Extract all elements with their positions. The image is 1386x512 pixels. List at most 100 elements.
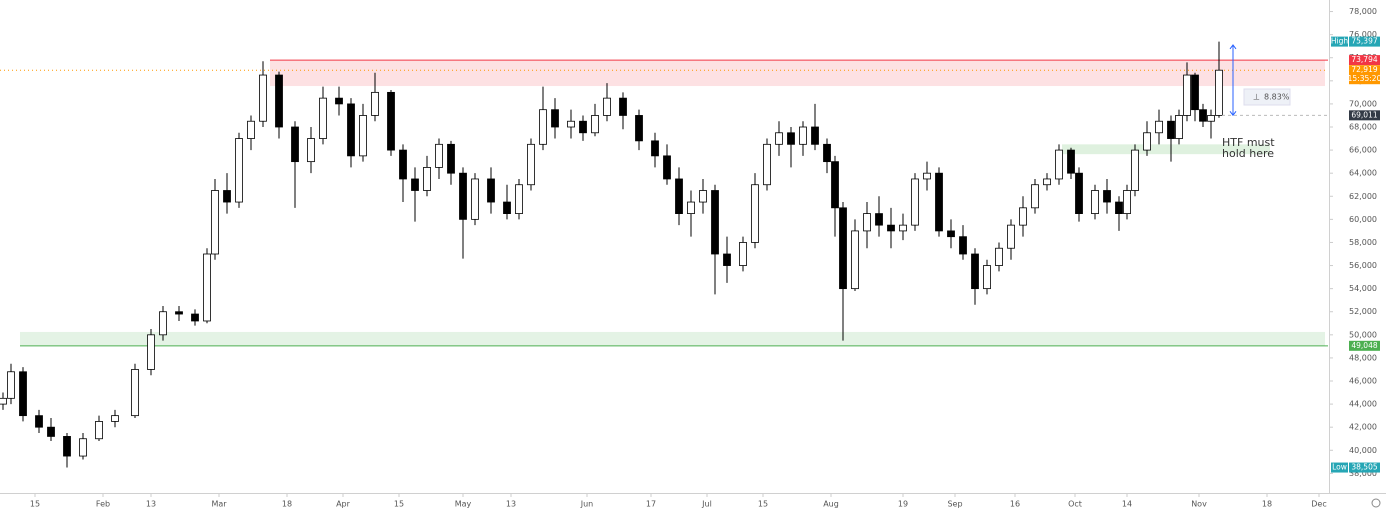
x-tick-label: Feb — [96, 500, 110, 509]
low-tag: Low — [1332, 463, 1347, 472]
candle-body — [763, 143, 771, 186]
candle-body — [751, 184, 759, 243]
candle-body — [811, 126, 819, 145]
low-tag-bg — [1331, 462, 1348, 473]
candle-body — [923, 172, 931, 180]
candle-body — [603, 97, 611, 116]
x-tick-label: 13 — [146, 500, 156, 509]
candle-body — [635, 115, 643, 142]
high-value: 75,397 — [1351, 37, 1377, 46]
candle-body — [619, 97, 627, 116]
measure-box — [1243, 88, 1291, 106]
candle-body — [131, 369, 139, 417]
candle-body — [0, 397, 7, 405]
candle-body — [699, 190, 707, 203]
candle-body — [63, 436, 71, 457]
y-tick-label: 48,000 — [1349, 353, 1377, 362]
measure-icon: ⊥ — [1253, 93, 1260, 102]
y-tick-label: 44,000 — [1349, 400, 1377, 409]
y-tick-label: 64,000 — [1349, 169, 1377, 178]
candle-body — [247, 120, 255, 139]
x-tick-label: 18 — [282, 500, 292, 509]
candle-body — [423, 167, 431, 191]
candles — [0, 41, 1223, 468]
candle-body — [235, 138, 243, 203]
high-tag-bg — [1331, 36, 1348, 47]
candle-body — [863, 213, 871, 232]
x-tick-label: 15 — [758, 500, 768, 509]
candle-body — [1123, 190, 1131, 214]
candle-body — [1183, 74, 1191, 116]
candle-body — [527, 143, 535, 186]
x-tick-label: 17 — [646, 500, 656, 509]
support-value: 49,048 — [1351, 341, 1377, 350]
y-tick-label: 60,000 — [1349, 215, 1377, 224]
y-tick-label: 56,000 — [1349, 261, 1377, 270]
x-tick-label: 13 — [506, 500, 516, 509]
support-value-bg — [1349, 340, 1380, 351]
candle-body — [1191, 74, 1199, 111]
high-value-bg — [1349, 36, 1380, 47]
x-tick-label: Apr — [336, 500, 351, 509]
candle-body — [983, 265, 991, 290]
candle-body — [503, 201, 511, 214]
x-tick-label: Dec — [1311, 500, 1326, 509]
candle-body — [307, 138, 315, 163]
candle-body — [675, 178, 683, 214]
candle-body — [147, 334, 155, 370]
y-tick-label: 78,000 — [1349, 7, 1377, 16]
high-tag: High — [1331, 37, 1348, 46]
y-tick-label: 52,000 — [1349, 307, 1377, 316]
low-value-bg — [1349, 462, 1380, 473]
measure-from: 69,011 — [1351, 110, 1377, 119]
candle-body — [551, 109, 559, 128]
candle-body — [1131, 149, 1139, 191]
x-tick-label: Aug — [823, 500, 839, 509]
candle-body — [1055, 149, 1063, 180]
candle-body — [7, 371, 15, 399]
y-tick-label: 70,000 — [1349, 99, 1377, 108]
candle-body — [371, 91, 379, 116]
low-value: 38,505 — [1351, 463, 1377, 472]
candle-body — [1167, 120, 1175, 139]
candle-body — [319, 97, 327, 139]
candle-body — [995, 247, 1003, 266]
x-tick-label: 19 — [898, 500, 908, 509]
candle-body — [1043, 178, 1051, 186]
candle-body — [259, 74, 267, 122]
candle-body — [899, 224, 907, 232]
x-tick-label: 15 — [30, 500, 40, 509]
candle-body — [347, 103, 355, 157]
x-tick-label: May — [455, 500, 472, 509]
x-tick-label: 16 — [1010, 500, 1020, 509]
arrow-head — [1229, 44, 1237, 117]
candle-body — [539, 109, 547, 145]
x-tick-label: 15 — [394, 500, 404, 509]
resistance-value: 73,794 — [1351, 55, 1377, 64]
candle-body — [935, 172, 943, 232]
candle-body — [435, 143, 443, 168]
candle-body — [1103, 190, 1111, 203]
candle-body — [959, 236, 967, 255]
candle-body — [79, 438, 87, 457]
y-tick-label: 42,000 — [1349, 423, 1377, 432]
settings-icon[interactable] — [1371, 498, 1381, 508]
candle-body — [875, 213, 883, 226]
zone — [1062, 144, 1270, 155]
candle-body — [831, 161, 839, 209]
candle-body — [411, 178, 419, 191]
candle-body — [971, 253, 979, 290]
candle-body — [95, 421, 103, 440]
candle-body — [487, 178, 495, 203]
candle-body — [515, 184, 523, 214]
candle-body — [19, 371, 27, 417]
candle-body — [471, 178, 479, 220]
candle-body — [1075, 172, 1083, 214]
candle-body — [887, 224, 895, 232]
candle-body — [823, 143, 831, 163]
candle-body — [1143, 132, 1151, 151]
y-tick-label: 58,000 — [1349, 238, 1377, 247]
last-price: 72,919 — [1351, 65, 1377, 74]
y-tick-label: 46,000 — [1349, 377, 1377, 386]
candle-body — [35, 415, 43, 428]
